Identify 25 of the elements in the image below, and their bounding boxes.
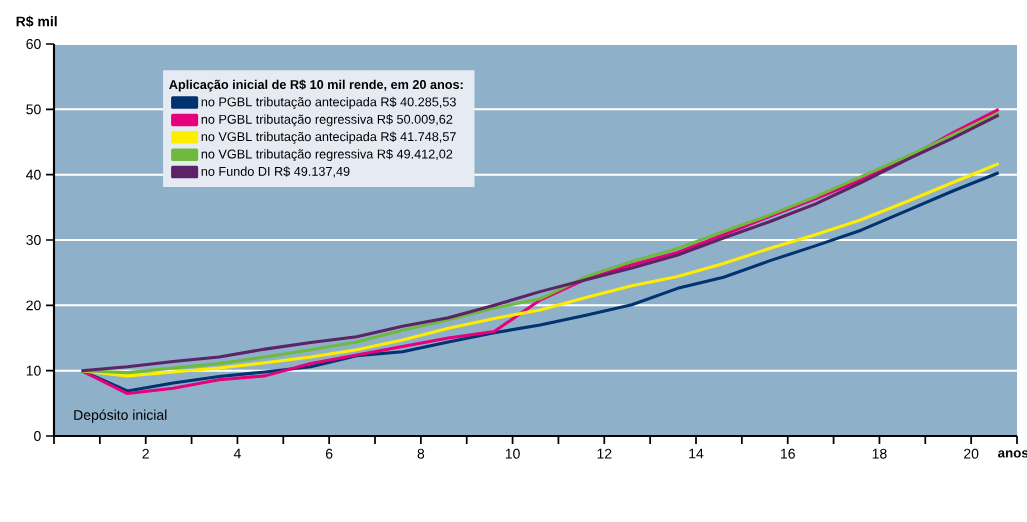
x-tick-label: 4 (233, 448, 241, 459)
y-tick-label: 10 (26, 365, 41, 376)
y-tick-label: 40 (26, 169, 41, 180)
x-tick-label: 10 (505, 448, 520, 459)
y-tick-label: 50 (26, 104, 41, 115)
y-tick-label: 60 (26, 39, 41, 49)
y-tick-label: 0 (34, 431, 41, 441)
x-tick-label: 2 (142, 448, 149, 459)
legend-label: no VGBL tributação regressiva R$ 49.412,02 (201, 148, 453, 162)
x-tick-label: 6 (325, 448, 333, 459)
y-tick-label: 20 (26, 300, 41, 311)
x-tick-label: 14 (689, 448, 704, 459)
x-tick-label: 12 (597, 448, 612, 459)
x-tick-label: 16 (781, 448, 795, 459)
legend-label: no PGBL tributação antecipada R$ 40.285,53 (201, 96, 456, 109)
x-tick-label: 8 (417, 448, 425, 459)
x-tick-label: 18 (872, 448, 887, 459)
legend-label: no Fundo DI R$ 49.137,49 (201, 166, 350, 178)
y-tick-label: 30 (26, 235, 41, 245)
legend-label: no PGBL tributação regressiva R$ 50.009,62 (201, 114, 453, 127)
legend-label: no VGBL tributação antecipada R$ 41.748,57 (201, 131, 456, 144)
x-tick-label: 20 (964, 448, 979, 459)
y-axis-title: R$ mil (16, 15, 57, 28)
legend-title: Aplicação inicial de R$ 10 mil rende, em 20 anos: (169, 79, 463, 92)
annotation: Depósito inicial (74, 409, 167, 423)
